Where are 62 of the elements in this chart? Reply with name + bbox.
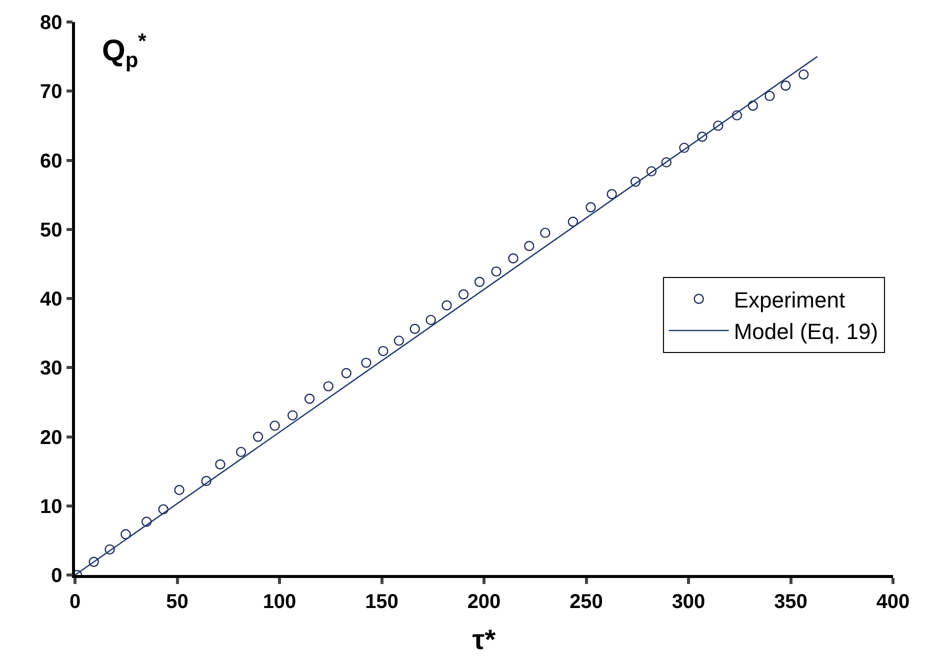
- point: [323, 381, 334, 392]
- x-tick-label: 100: [262, 590, 296, 613]
- legend-label: Experiment: [734, 287, 846, 312]
- point: [508, 253, 518, 264]
- x-tick-label: 150: [365, 590, 398, 613]
- point: [661, 157, 672, 168]
- x-tick-label: 300: [672, 590, 706, 613]
- point: [410, 324, 420, 334]
- x-tick-label: 400: [876, 590, 910, 613]
- point: [361, 358, 372, 368]
- point: [394, 336, 404, 346]
- point: [341, 368, 352, 378]
- point: [679, 142, 690, 153]
- point: [215, 459, 226, 470]
- point: [141, 516, 152, 527]
- y-tick-label: 10: [40, 496, 62, 518]
- point: [798, 69, 809, 80]
- point: [378, 346, 388, 356]
- x-tick-label: 0: [69, 590, 81, 613]
- y-tick-label: 20: [40, 426, 62, 449]
- point: [697, 132, 708, 142]
- point: [732, 110, 742, 120]
- x-axis-title: τ*: [472, 624, 496, 655]
- point: [568, 216, 578, 227]
- legend-label: Model (Eq. 19): [734, 319, 878, 344]
- point: [201, 476, 212, 486]
- point: [442, 300, 452, 311]
- point: [287, 410, 298, 420]
- point: [491, 266, 502, 277]
- y-tick-label: 30: [40, 358, 62, 380]
- point: [426, 314, 436, 326]
- point: [474, 276, 485, 288]
- point: [458, 289, 469, 300]
- point: [236, 446, 246, 458]
- x-tick-label: 200: [467, 590, 501, 613]
- y-tick-label: 50: [40, 219, 62, 242]
- y-tick-label: 70: [40, 81, 62, 104]
- point: [524, 240, 534, 252]
- point: [252, 432, 264, 442]
- point: [713, 120, 724, 131]
- point: [764, 90, 775, 102]
- point: [606, 189, 617, 200]
- x-tick-label: 50: [166, 590, 188, 613]
- point: [120, 529, 131, 540]
- point: [646, 166, 657, 176]
- x-tick-label: 350: [774, 590, 808, 613]
- point: [304, 394, 315, 404]
- point: [270, 420, 280, 431]
- point: [174, 484, 184, 496]
- point: [158, 504, 168, 514]
- point: [540, 228, 550, 238]
- y-tick-label: 0: [51, 565, 62, 587]
- point: [88, 556, 99, 567]
- point: [780, 80, 791, 91]
- x-tick-label: 250: [570, 590, 603, 613]
- y-tick-label: 60: [40, 150, 62, 172]
- point: [748, 100, 758, 111]
- y-tick-label: 80: [40, 12, 62, 34]
- point: [104, 544, 115, 555]
- y-tick-label: 40: [40, 288, 62, 310]
- point: [630, 176, 641, 187]
- point: [586, 202, 596, 212]
